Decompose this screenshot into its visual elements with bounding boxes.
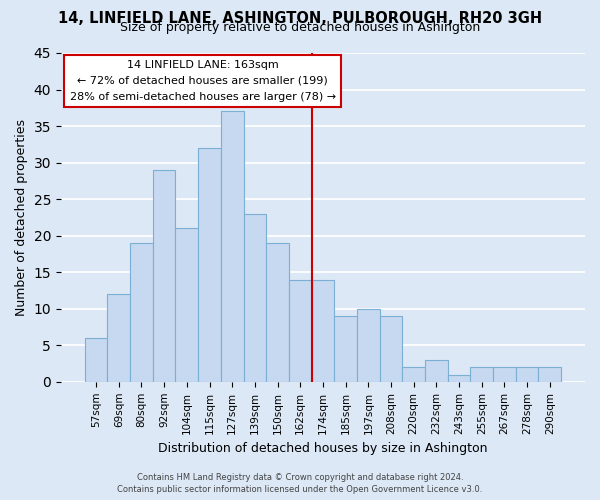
Bar [470, 367, 493, 382]
Bar [175, 228, 198, 382]
Bar [538, 367, 561, 382]
Text: 14 LINFIELD LANE: 163sqm
← 72% of detached houses are smaller (199)
28% of semi-: 14 LINFIELD LANE: 163sqm ← 72% of detach… [70, 60, 336, 102]
Bar [311, 280, 334, 382]
Bar [403, 367, 425, 382]
Bar [493, 367, 516, 382]
Text: Size of property relative to detached houses in Ashington: Size of property relative to detached ho… [120, 22, 480, 35]
Bar [334, 316, 357, 382]
Bar [357, 308, 380, 382]
Bar [266, 243, 289, 382]
Bar [380, 316, 403, 382]
Bar [448, 374, 470, 382]
Y-axis label: Number of detached properties: Number of detached properties [15, 119, 28, 316]
Text: Contains HM Land Registry data © Crown copyright and database right 2024.
Contai: Contains HM Land Registry data © Crown c… [118, 472, 482, 494]
Bar [198, 148, 221, 382]
Bar [107, 294, 130, 382]
X-axis label: Distribution of detached houses by size in Ashington: Distribution of detached houses by size … [158, 442, 488, 455]
Text: 14, LINFIELD LANE, ASHINGTON, PULBOROUGH, RH20 3GH: 14, LINFIELD LANE, ASHINGTON, PULBOROUGH… [58, 11, 542, 26]
Bar [153, 170, 175, 382]
Bar [85, 338, 107, 382]
Bar [289, 280, 311, 382]
Bar [130, 243, 153, 382]
Bar [244, 214, 266, 382]
Bar [221, 112, 244, 382]
Bar [425, 360, 448, 382]
Bar [516, 367, 538, 382]
